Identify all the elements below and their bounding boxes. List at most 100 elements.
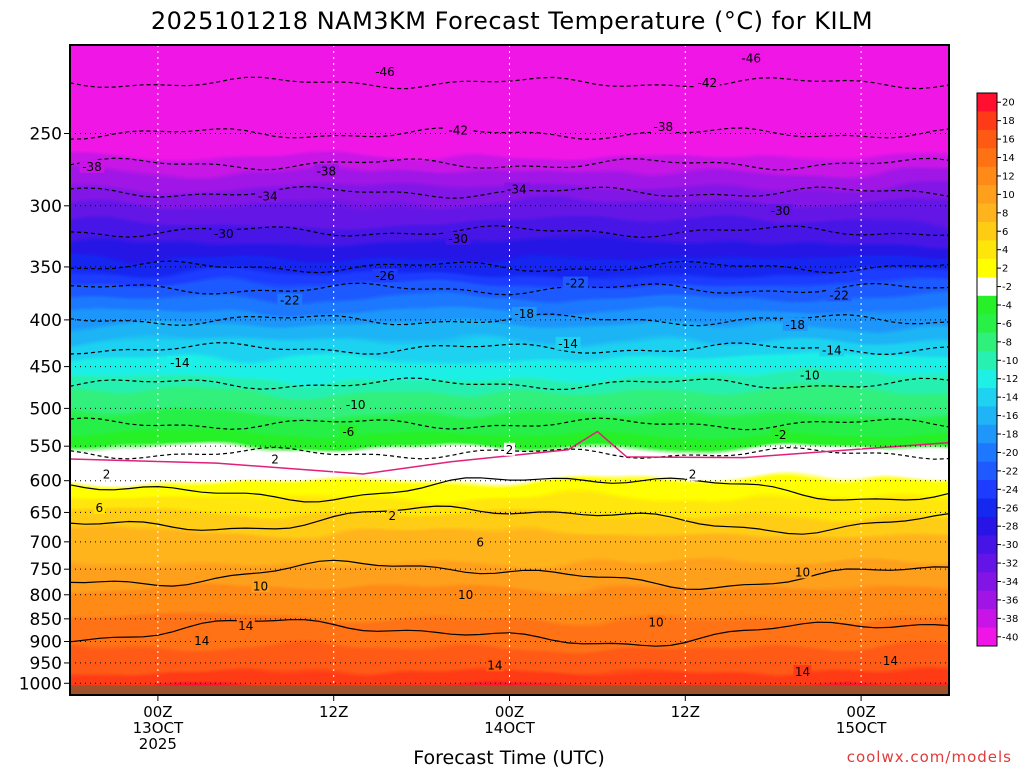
contour-label-bg bbox=[211, 226, 237, 240]
x-tick-label: 00Z bbox=[495, 703, 524, 721]
contour-label: 10 bbox=[647, 615, 665, 630]
contour-label: -14 bbox=[555, 336, 581, 351]
colorbar-label: -34 bbox=[1002, 577, 1018, 588]
contour-label-bg bbox=[372, 64, 398, 78]
colorbar-label: -10 bbox=[1002, 356, 1018, 367]
contour-line bbox=[70, 559, 949, 591]
contour-label-text: -2 bbox=[775, 428, 787, 442]
contour-label-text: 14 bbox=[194, 634, 209, 648]
colorbar-swatch bbox=[977, 480, 997, 500]
contour-label-bg bbox=[445, 231, 471, 245]
contour-label: -46 bbox=[372, 64, 398, 79]
colorbar-swatch bbox=[977, 516, 997, 536]
colorbar-frame bbox=[976, 92, 998, 647]
contour-label-text: -42 bbox=[448, 123, 468, 137]
y-tick-label: 300 bbox=[30, 197, 62, 217]
colorbar-label: -38 bbox=[1002, 614, 1018, 625]
colorbar-swatch bbox=[977, 351, 997, 370]
contour-label-bg bbox=[474, 535, 486, 549]
colorbar-label: 20 bbox=[1002, 98, 1015, 109]
contour-label-text: 2 bbox=[271, 453, 279, 467]
contour-label-bg bbox=[797, 368, 823, 382]
contour-line bbox=[70, 417, 949, 431]
contour-label-text: 10 bbox=[253, 579, 268, 593]
colorbar-label: -16 bbox=[1002, 411, 1018, 422]
colorbar-swatch bbox=[977, 553, 997, 573]
contour-label-text: -30 bbox=[771, 204, 791, 218]
contour-label-text: 2 bbox=[103, 468, 111, 482]
contour-label: -14 bbox=[819, 343, 845, 357]
contour-label-bg bbox=[456, 587, 475, 601]
contour-label: -22 bbox=[826, 288, 852, 302]
contour-label-bg bbox=[694, 75, 720, 89]
contour-label-text: 2 bbox=[689, 468, 697, 482]
contour-label: 10 bbox=[793, 565, 812, 579]
colorbar-label: 2 bbox=[1002, 264, 1008, 275]
contour-label-text: 10 bbox=[458, 588, 473, 602]
contour-label-text: -46 bbox=[741, 52, 761, 66]
x-tick-label: 12Z bbox=[319, 703, 348, 721]
contour-line bbox=[70, 282, 949, 296]
colorbar-label: -8 bbox=[1002, 337, 1012, 348]
contour-label: -38 bbox=[650, 120, 676, 134]
contour-line bbox=[70, 477, 949, 503]
colorbar-swatch bbox=[977, 590, 997, 610]
contour-label-bg bbox=[445, 123, 471, 137]
colorbar-swatch bbox=[977, 387, 997, 407]
contour-label-text: -30 bbox=[448, 232, 468, 246]
contour-label: -18 bbox=[511, 306, 537, 321]
colorbar-label: -40 bbox=[1002, 632, 1018, 643]
contour-label-text: 10 bbox=[648, 616, 663, 630]
colorbar-swatch bbox=[977, 203, 997, 223]
contour-label: 2 bbox=[687, 467, 699, 482]
x-tick-label: 15OCT bbox=[836, 719, 887, 737]
contour-label-text: -10 bbox=[346, 398, 366, 412]
chart-title: 2025101218 NAM3KM Forecast Temperature (… bbox=[151, 7, 873, 35]
contour-label-bg bbox=[386, 509, 398, 523]
contour-label-bg bbox=[251, 579, 270, 593]
contour-label-text: 14 bbox=[238, 619, 253, 633]
contour-label-bg bbox=[339, 425, 358, 439]
y-tick-label: 700 bbox=[30, 533, 62, 553]
grid-lines bbox=[70, 45, 949, 695]
colorbar-swatch bbox=[977, 609, 997, 629]
contour-label-bg bbox=[793, 565, 812, 579]
contour-label-text: -14 bbox=[170, 356, 190, 370]
contour-label-bg bbox=[79, 159, 105, 173]
y-tick-label: 950 bbox=[30, 654, 62, 674]
colorbar-swatch bbox=[977, 295, 997, 315]
x-tick-label: 00Z bbox=[143, 703, 172, 721]
colorbar-swatch bbox=[977, 627, 997, 647]
x-tick-label: 12Z bbox=[671, 703, 700, 721]
contour-label-bg bbox=[192, 634, 211, 648]
y-tick-label: 350 bbox=[30, 258, 62, 278]
contour-label-text: 14 bbox=[883, 654, 898, 668]
contour-label-text: 14 bbox=[795, 665, 810, 679]
contour-label: -38 bbox=[313, 164, 339, 178]
colorbar-label: -2 bbox=[1002, 282, 1012, 293]
contour-label-text: -22 bbox=[566, 277, 586, 291]
contour-label-bg bbox=[269, 452, 281, 466]
credit-text[interactable]: coolwx.com/models bbox=[847, 748, 1012, 766]
contour-label-text: -6 bbox=[342, 425, 354, 439]
colorbar-label: -36 bbox=[1002, 595, 1018, 606]
contour-label-bg bbox=[101, 467, 113, 481]
contour-label: 14 bbox=[485, 658, 504, 672]
x-tick-label: 2025 bbox=[139, 735, 177, 753]
contour-label: -22 bbox=[277, 293, 303, 308]
contour-label: 6 bbox=[474, 535, 486, 549]
contour-label: -2 bbox=[771, 428, 790, 442]
colorbar-label: 6 bbox=[1002, 227, 1008, 238]
x-tick-label: 13OCT bbox=[133, 719, 184, 737]
plot-area: -46-46-42-42-38 -38-38-34 -34-30 -30-30-26-… bbox=[70, 45, 949, 695]
contour-label-text: -30 bbox=[214, 227, 234, 241]
contour-label-text: -34 bbox=[258, 189, 278, 203]
x-tick-label: 14OCT bbox=[484, 719, 535, 737]
colorbar-label: -18 bbox=[1002, 430, 1018, 441]
contour-label: -34 bbox=[255, 189, 281, 203]
colorbar-label: 18 bbox=[1002, 116, 1015, 127]
y-tick-label: 750 bbox=[30, 560, 62, 580]
colorbar-label: -24 bbox=[1002, 485, 1018, 496]
freezing-line bbox=[70, 430, 949, 475]
contour-line bbox=[70, 342, 949, 356]
